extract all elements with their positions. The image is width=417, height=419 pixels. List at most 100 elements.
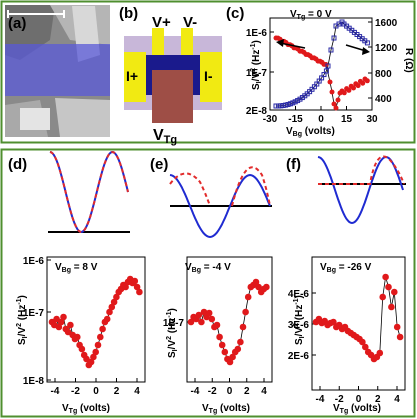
blue-data-point	[331, 35, 337, 41]
panel-f-ylabel: SI/V2 (Hz-1)	[293, 295, 306, 345]
x-tick-label: 0	[227, 386, 233, 397]
data-point	[67, 321, 74, 329]
left-tick-label: 1E-6	[246, 28, 268, 39]
panel-b-label: (b)	[119, 5, 138, 22]
x-tick-label: 2	[244, 386, 250, 397]
panel-e-ylabel: SI/V2 (Hz-1)	[166, 308, 179, 358]
right-tick-label: 1600	[375, 18, 398, 29]
data-point	[376, 349, 384, 357]
data-point	[92, 348, 99, 356]
panel-f-annotation: VBg = -26 V	[320, 262, 372, 274]
panel-f-label: (f)	[286, 156, 301, 173]
red-data-point	[341, 90, 347, 96]
x-tick-label: 0	[93, 386, 99, 397]
x-tick-label: 0	[356, 394, 362, 405]
data-point	[382, 273, 389, 281]
x-tick-label: -4	[191, 386, 200, 397]
data-point	[57, 318, 65, 326]
data-point	[208, 315, 216, 323]
red-data-point	[329, 89, 335, 95]
data-point	[388, 303, 395, 311]
top-frame	[0, 0, 416, 144]
red-data-point	[346, 87, 352, 93]
x-tick-label: -2	[71, 386, 80, 397]
x-tick-label: -15	[288, 114, 303, 125]
i-plus-label: I+	[126, 68, 138, 84]
data-point	[359, 338, 366, 346]
x-tick-label: 2	[114, 386, 120, 397]
data-point	[379, 293, 387, 301]
panel-e-label: (e)	[150, 156, 168, 173]
data-point	[187, 318, 195, 326]
data-point	[393, 323, 401, 331]
panel-d-xlabel: VTg (volts)	[62, 403, 110, 415]
y-tick-label: 2E-6	[288, 351, 310, 362]
data-point	[94, 341, 102, 349]
blue-data-point	[364, 40, 370, 46]
x-tick-label: 15	[341, 114, 353, 125]
data-point	[198, 318, 205, 326]
left-axis-arrow	[279, 42, 306, 49]
x-tick-label: 4	[134, 386, 140, 397]
data-point	[226, 358, 234, 366]
panel-c-annotation: VTg = 0 V	[290, 9, 332, 21]
v-minus-label: V-	[183, 14, 197, 31]
panel-e-annotation: VBg = -4 V	[185, 262, 231, 274]
data-point	[97, 333, 104, 341]
panel-e-xlabel: VTg (volts)	[202, 403, 250, 415]
right-tick-label: 400	[375, 94, 392, 105]
panel-d-label: (d)	[8, 156, 27, 173]
data-point	[87, 358, 95, 366]
blue-data-point	[323, 68, 329, 74]
data-point	[242, 308, 249, 316]
data-point	[131, 277, 139, 285]
red-wave	[318, 155, 405, 185]
data-point	[113, 293, 120, 301]
x-tick-label: -30	[263, 114, 278, 125]
data-point	[90, 353, 97, 361]
data-point	[218, 341, 226, 349]
data-point	[229, 353, 236, 361]
data-point	[55, 323, 63, 331]
y-tick-label: 1E-8	[23, 376, 45, 387]
red-data-point	[355, 83, 361, 89]
data-point	[106, 308, 113, 316]
red-data-point	[335, 97, 341, 103]
red-data-point	[351, 85, 356, 91]
panel-a-micrograph	[5, 5, 110, 137]
data-point	[103, 315, 111, 323]
data-point	[330, 318, 337, 326]
data-point	[133, 283, 141, 291]
x-tick-label: -4	[51, 386, 60, 397]
panel-c-ylabel-right: R (Ω)	[403, 48, 414, 73]
red-data-point	[327, 79, 333, 85]
v-plus-label: V+	[152, 14, 171, 31]
data-point	[221, 348, 229, 356]
data-point	[200, 308, 208, 316]
panel-a-label: (a)	[8, 15, 26, 32]
x-tick-label: -4	[316, 394, 325, 405]
data-point	[391, 288, 398, 296]
data-point	[362, 343, 369, 351]
panel-f-xlabel: VTg (volts)	[333, 403, 381, 415]
x-tick-label: 4	[394, 394, 400, 405]
y-tick-label: 3E-6	[288, 320, 310, 331]
data-point	[396, 333, 404, 341]
vtg-label: VTg	[153, 127, 177, 146]
data-point	[234, 345, 242, 353]
panel-c-xlabel: VBg (volts)	[286, 126, 335, 138]
red-data-point	[331, 101, 337, 107]
data-point	[60, 313, 67, 321]
data-point	[78, 345, 86, 353]
blue-wave	[317, 155, 404, 225]
panel-d-annotation: VBg = 8 V	[55, 262, 98, 274]
data-point	[108, 303, 116, 311]
data-point	[263, 283, 270, 291]
panel-d-chart: 1E-6 1E-7 1E-8 -4 -2 0 2 4	[23, 256, 146, 397]
y-tick-label: 4E-6	[288, 289, 310, 300]
panel-b-schematic	[124, 28, 222, 123]
red-wave	[169, 166, 271, 207]
data-point	[239, 323, 247, 331]
red-data-point	[360, 80, 366, 86]
